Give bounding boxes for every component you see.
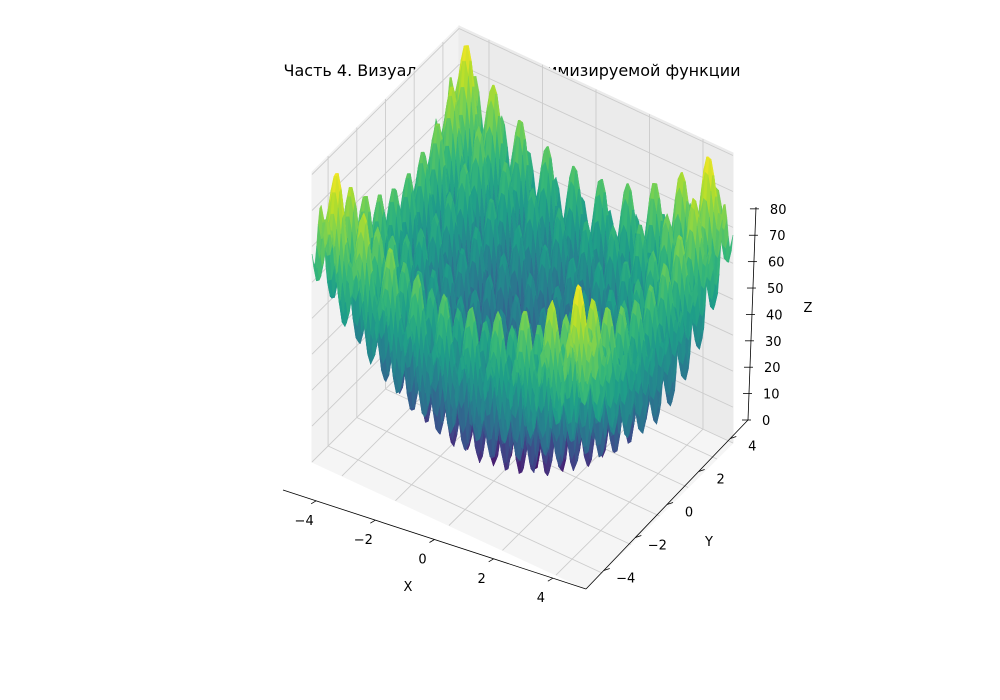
surface-plot (311, 45, 734, 477)
z-gridline (311, 63, 734, 211)
z-gridline (311, 27, 734, 175)
